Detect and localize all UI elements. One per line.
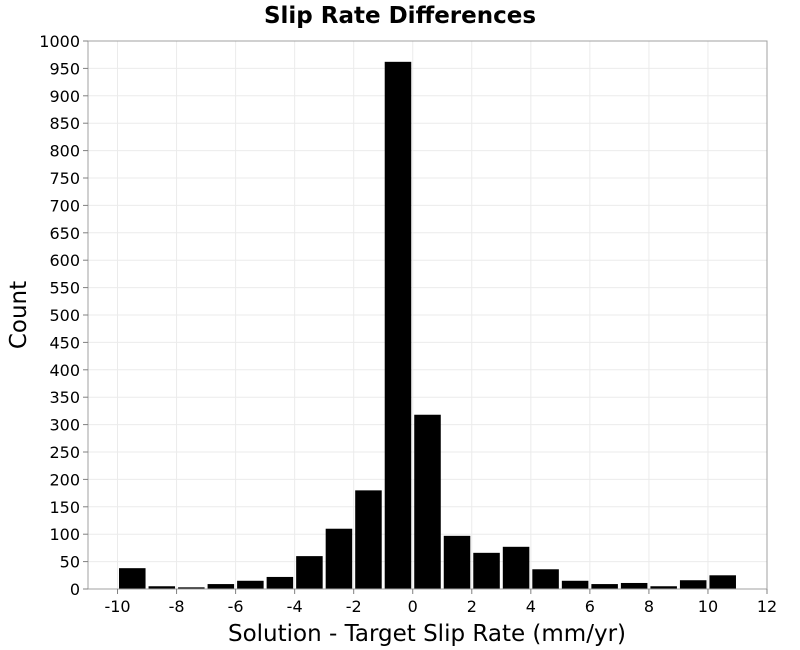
y-tick-label: 1000	[39, 32, 80, 51]
y-tick-label: 0	[70, 580, 80, 599]
x-tick-label: -2	[346, 597, 362, 616]
histogram-bar	[119, 568, 146, 589]
x-tick-label: -4	[287, 597, 303, 616]
histogram-bar	[591, 584, 618, 589]
x-tick-label: -8	[169, 597, 185, 616]
y-tick-label: 300	[49, 416, 80, 435]
y-tick-label: 150	[49, 498, 80, 517]
y-tick-label: 100	[49, 525, 80, 544]
x-tick-label: 4	[526, 597, 536, 616]
histogram-bar	[473, 552, 500, 589]
histogram-bar	[620, 582, 648, 589]
histogram-bar	[650, 586, 677, 589]
y-axis-ticks: 0 50 100 150 200 250 300 350 400 450 500 550 600 650 7…	[39, 32, 88, 599]
y-tick-label: 200	[49, 470, 80, 489]
y-tick-label: 550	[49, 279, 80, 298]
y-tick-label: 600	[49, 251, 80, 270]
y-tick-label: 350	[49, 388, 80, 407]
chart-title: Slip Rate Differences	[264, 3, 536, 29]
bars	[119, 61, 736, 590]
x-tick-label: 2	[467, 597, 477, 616]
y-tick-label: 450	[49, 333, 80, 352]
y-tick-label: 50	[60, 553, 80, 572]
histogram-bar	[532, 569, 559, 589]
x-tick-label: 6	[585, 597, 595, 616]
x-axis-ticks: -10 -8 -6 -4 -2 0 2 4 6 8 10 12	[104, 589, 777, 616]
histogram-bar	[443, 535, 471, 589]
x-axis-label: Solution - Target Slip Rate (mm/yr)	[228, 621, 626, 647]
x-tick-label: 8	[644, 597, 654, 616]
y-tick-label: 500	[49, 306, 80, 325]
y-tick-label: 650	[49, 224, 80, 243]
histogram-bar	[148, 586, 176, 589]
y-tick-label: 950	[49, 59, 80, 78]
histogram-bar	[178, 587, 205, 589]
y-tick-label: 700	[49, 196, 80, 215]
histogram-bar	[709, 575, 736, 589]
histogram-bar	[355, 490, 382, 589]
y-tick-label: 750	[49, 169, 80, 188]
y-tick-label: 800	[49, 142, 80, 161]
grid-lines	[88, 40, 768, 590]
x-tick-label: -10	[104, 597, 130, 616]
histogram-bar	[266, 576, 294, 589]
y-tick-label: 400	[49, 361, 80, 380]
x-tick-label: 12	[757, 597, 777, 616]
histogram-bar	[502, 546, 530, 589]
y-tick-label: 900	[49, 87, 80, 106]
histogram-bar	[237, 580, 264, 589]
histogram-bar	[325, 528, 353, 589]
x-tick-label: 10	[698, 597, 718, 616]
x-tick-label: -6	[228, 597, 244, 616]
histogram-bar	[384, 61, 412, 590]
histogram-bar	[414, 414, 441, 589]
histogram-bar	[561, 580, 589, 589]
y-axis-label: Count	[6, 281, 32, 349]
y-tick-label: 250	[49, 443, 80, 462]
histogram-bar	[296, 556, 323, 589]
x-tick-label: 0	[408, 597, 418, 616]
histogram-bar	[207, 584, 235, 589]
histogram-bar	[679, 580, 707, 589]
y-tick-label: 850	[49, 114, 80, 133]
